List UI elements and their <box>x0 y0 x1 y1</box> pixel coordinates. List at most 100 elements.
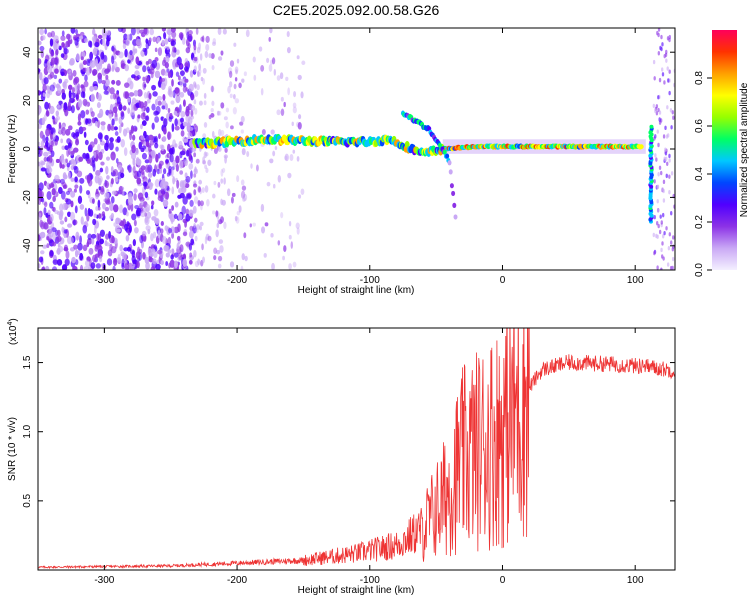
noise-cell <box>124 64 130 72</box>
noise-cell <box>154 142 159 149</box>
noise-cell <box>670 171 674 176</box>
noise-cell <box>173 110 178 116</box>
noise-cell <box>668 232 672 237</box>
noise-cell <box>654 134 657 139</box>
signal-cell <box>453 214 458 220</box>
noise-cell <box>171 31 177 39</box>
noise-cell <box>100 161 105 166</box>
noise-cell <box>188 127 194 132</box>
x-tick-label: -300 <box>94 575 114 586</box>
noise-cell <box>243 71 247 77</box>
noise-cell <box>166 28 172 35</box>
noise-cell <box>39 28 45 36</box>
noise-cell <box>136 75 141 80</box>
noise-cell <box>70 158 76 165</box>
noise-cell <box>280 108 285 116</box>
colorbar-tick-label: 0.0 <box>694 263 705 277</box>
noise-cell <box>272 150 276 157</box>
noise-cell <box>210 107 214 113</box>
noise-cell <box>225 121 229 129</box>
noise-cell <box>116 136 121 143</box>
noise-cell <box>229 261 235 268</box>
noise-cell <box>51 188 56 196</box>
noise-cell <box>150 248 156 254</box>
noise-cell <box>159 169 163 174</box>
noise-cell <box>205 233 210 241</box>
noise-cell <box>134 227 139 234</box>
noise-cell <box>45 128 51 137</box>
snr-frame <box>37 327 676 571</box>
noise-cell <box>42 35 46 41</box>
noise-cell <box>76 170 83 178</box>
signal-cell <box>638 144 644 150</box>
noise-cell <box>300 91 304 99</box>
noise-cell <box>160 220 164 227</box>
x-tick-label: 0 <box>500 275 506 286</box>
noise-cell <box>49 38 54 47</box>
noise-cell <box>182 138 189 143</box>
noise-cell <box>67 39 71 48</box>
noise-cell <box>130 125 134 134</box>
noise-cell <box>119 204 123 214</box>
noise-cell <box>205 35 210 43</box>
noise-cell <box>177 213 183 221</box>
spectrogram-xlabel: Height of straight line (km) <box>298 285 415 296</box>
noise-cell <box>222 28 227 35</box>
noise-cell <box>163 32 167 40</box>
noise-cell <box>240 190 246 199</box>
noise-cell <box>155 153 159 163</box>
noise-cell <box>164 48 168 55</box>
noise-cell <box>205 167 209 174</box>
noise-cell <box>165 55 170 63</box>
noise-cell <box>152 168 157 177</box>
noise-cell <box>54 209 59 215</box>
noise-cell <box>46 146 50 151</box>
noise-cell <box>132 239 136 247</box>
noise-cell <box>653 76 656 81</box>
noise-cell <box>204 164 208 170</box>
noise-cell <box>144 100 148 108</box>
noise-cell <box>652 232 655 238</box>
noise-cell <box>77 83 80 91</box>
noise-cell <box>671 110 674 115</box>
noise-cell <box>82 98 88 107</box>
noise-cell <box>290 241 293 249</box>
noise-cell <box>141 145 147 150</box>
noise-cell <box>61 41 65 48</box>
noise-cell <box>176 242 180 250</box>
noise-cell <box>129 224 132 233</box>
noise-cell <box>47 209 51 216</box>
noise-cell <box>97 72 103 80</box>
noise-cell <box>288 263 292 270</box>
noise-cell <box>38 141 41 147</box>
noise-cell <box>115 146 119 152</box>
noise-cell <box>139 235 144 244</box>
noise-cell <box>182 99 186 107</box>
noise-cell <box>668 158 671 163</box>
noise-cell <box>194 217 198 223</box>
noise-cell <box>93 213 97 218</box>
noise-cell <box>195 158 200 164</box>
noise-cell <box>138 141 143 150</box>
noise-cell <box>188 29 193 36</box>
noise-cell <box>46 164 51 174</box>
noise-cell <box>94 41 100 48</box>
noise-cell <box>202 67 207 74</box>
noise-cell <box>153 137 158 143</box>
noise-cell <box>142 81 147 90</box>
noise-cell <box>659 45 662 51</box>
noise-cell <box>669 265 673 270</box>
noise-cell <box>250 163 253 169</box>
noise-cell <box>80 110 86 119</box>
noise-cell <box>130 151 137 160</box>
noise-cell <box>232 94 236 100</box>
noise-cell <box>38 198 41 205</box>
noise-cell <box>148 92 152 100</box>
noise-cell <box>131 74 136 79</box>
noise-cell <box>182 231 188 237</box>
noise-cell <box>99 229 105 237</box>
noise-cell <box>53 41 58 51</box>
chart-title: C2E5.2025.092.00.58.G26 <box>273 2 440 18</box>
noise-cell <box>43 151 49 157</box>
noise-cell <box>89 174 94 180</box>
